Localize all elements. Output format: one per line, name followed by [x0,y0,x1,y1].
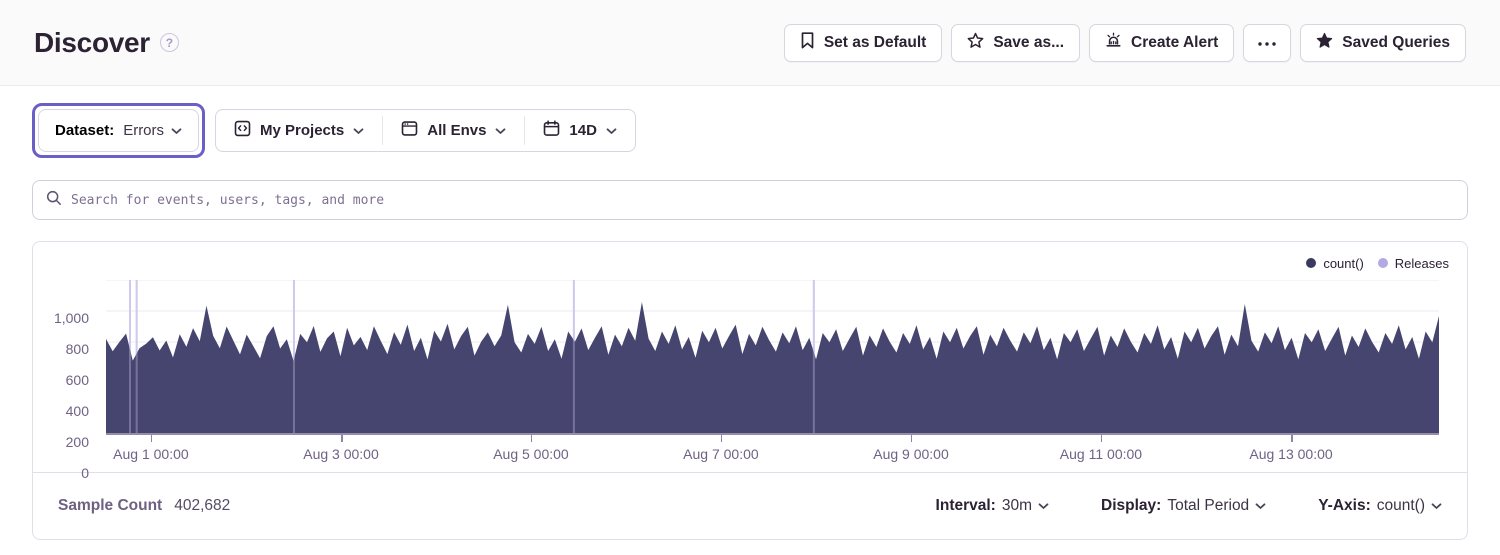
project-filter-label: My Projects [260,122,345,139]
x-tick-mark [1100,435,1103,442]
dataset-value: Errors [123,122,165,139]
interval-label: Interval: [935,497,996,514]
display-value: Total Period [1167,497,1250,514]
set-as-default-label: Set as Default [823,33,927,51]
x-tick-mark [910,435,913,442]
help-icon[interactable]: ? [159,33,179,52]
dataset-selector[interactable]: Dataset: Errors [38,109,200,152]
legend-item[interactable]: count() [1306,255,1364,271]
interval-value: 30m [1001,497,1033,514]
x-tick-mark [720,435,723,442]
chevron-down-icon [1431,497,1442,515]
chart-footer: Sample Count 402,682 Interval: 30m Displ… [33,472,1467,539]
x-tick-label: Aug 13 00:00 [1249,446,1333,462]
page-title: Discover [34,26,150,58]
display-label: Display: [1101,497,1162,514]
saved-queries-label: Saved Queries [1342,33,1450,51]
date-range-filter[interactable]: 14D [525,110,635,151]
sample-count-value: 402,682 [174,497,231,514]
x-tick-label: Aug 11 00:00 [1059,446,1143,462]
environment-filter-label: All Envs [427,122,487,139]
y-axis-labels: 0 200 400 600 800 1,000 [33,310,95,481]
yaxis-dropdown[interactable]: Y-Axis: count() [1318,497,1442,515]
chevron-down-icon [495,122,506,139]
set-as-default-button[interactable]: Set as Default [783,23,943,62]
ellipsis-icon [1257,34,1277,52]
y-tick-label: 0 [81,465,89,481]
chevron-down-icon [1038,497,1049,515]
dataset-highlight-box: Dataset: Errors [32,103,206,158]
count-area-series [106,302,1439,435]
chevron-down-icon [353,122,364,139]
search-icon [46,190,62,211]
chart-plot[interactable]: Aug 1 00:00 Aug 3 00:00 Aug 5 00:00 Aug 7 0… [106,280,1439,472]
chart-panel: count() Releases 0 200 400 600 800 1,000 Aug 1… [32,241,1468,540]
filter-row: Dataset: Errors My Projects All Envs 14D [32,103,1468,158]
area-chart-svg [106,280,1439,435]
chevron-down-icon [1255,497,1266,515]
x-tick-label: Aug 3 00:00 [303,446,379,462]
siren-icon [1105,32,1122,54]
divider [524,116,526,145]
search-bar [32,180,1468,220]
yaxis-value: count() [1376,497,1425,514]
date-range-label: 14D [569,122,597,139]
chart-region: 0 200 400 600 800 1,000 Aug 1 00:00 Aug 3 00:0… [33,280,1467,481]
y-tick-label: 400 [65,403,89,419]
legend-label: count() [1323,255,1364,271]
chevron-down-icon [171,122,182,139]
x-tick-label: Aug 7 00:00 [683,446,759,462]
header-actions: Set as Default Save as... Create Alert S… [783,23,1466,62]
x-tick-label: Aug 1 00:00 [113,446,189,462]
y-tick-label: 200 [65,434,89,450]
legend-label: Releases [1394,255,1449,271]
calendar-icon [543,120,560,141]
y-tick-label: 600 [65,372,89,388]
save-as-button[interactable]: Save as... [951,23,1080,62]
chart-legend: count() Releases [33,242,1467,273]
create-alert-label: Create Alert [1131,33,1219,51]
star-outline-icon [967,32,984,54]
x-tick-mark [1291,435,1293,442]
y-tick-label: 800 [65,341,89,357]
page-filter-group: My Projects All Envs 14D [215,109,636,152]
legend-dot-icon [1306,258,1317,268]
window-icon [401,120,418,141]
environment-filter[interactable]: All Envs [383,110,524,151]
x-tick-label: Aug 5 00:00 [493,446,569,462]
x-tick-mark [150,435,153,442]
y-tick-label: 1,000 [53,310,89,326]
create-alert-button[interactable]: Create Alert [1089,23,1235,62]
project-filter[interactable]: My Projects [216,110,382,151]
interval-dropdown[interactable]: Interval: 30m [936,497,1049,515]
bookmark-icon [800,31,815,54]
x-tick-mark [530,435,533,442]
save-as-label: Save as... [993,33,1064,51]
x-axis: Aug 1 00:00 Aug 3 00:00 Aug 5 00:00 Aug 7 0… [106,435,1439,472]
chevron-down-icon [606,122,617,139]
dataset-label: Dataset: [55,122,115,139]
display-dropdown[interactable]: Display: Total Period [1101,497,1266,515]
legend-item[interactable]: Releases [1377,255,1449,271]
x-tick-mark [341,435,343,442]
yaxis-label: Y-Axis: [1318,497,1371,514]
project-icon [234,120,251,141]
sample-count-label: Sample Count [58,497,163,514]
chart-controls: Interval: 30m Display: Total Period Y-Ax… [936,497,1442,515]
divider [382,116,384,145]
legend-dot-icon [1377,258,1388,268]
x-tick-label: Aug 9 00:00 [873,446,949,462]
search-input[interactable] [71,192,1454,208]
saved-queries-button[interactable]: Saved Queries [1300,23,1466,62]
header-bar: Discover ? Set as Default Save as... Cre… [0,0,1500,86]
more-options-button[interactable] [1243,23,1292,62]
star-filled-icon [1316,32,1333,54]
